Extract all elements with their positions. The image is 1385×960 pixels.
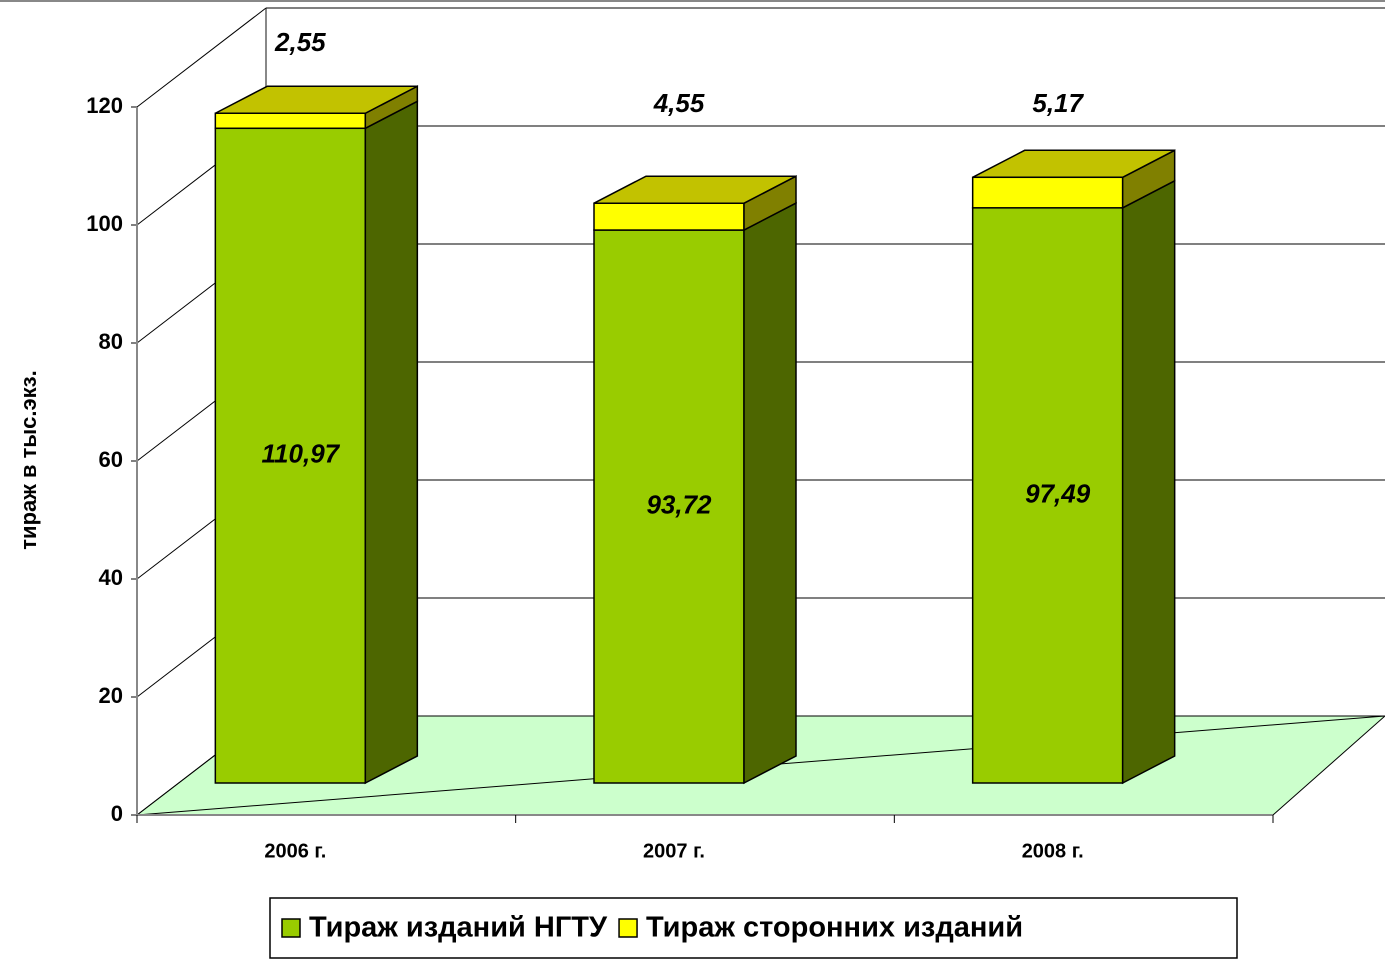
- legend-swatch: [281, 918, 301, 938]
- y-axis-label: тираж в тыс.экз.: [16, 370, 41, 549]
- bar-top: [593, 175, 797, 204]
- y-tick-label: 20: [99, 683, 123, 708]
- y-tick-label: 80: [99, 329, 123, 354]
- legend-label: Тираж сторонних изданий: [646, 912, 1023, 944]
- y-tick-label: 60: [99, 447, 123, 472]
- bar-front: [593, 229, 745, 784]
- data-label: 4,55: [653, 88, 705, 118]
- grid-line: [136, 7, 267, 108]
- data-label: 110,97: [262, 439, 341, 469]
- legend-swatch: [618, 918, 638, 938]
- y-tick-label: 120: [86, 93, 123, 118]
- x-tick-label: 2006 г.: [264, 840, 326, 862]
- bar-front: [214, 112, 367, 130]
- bar-side: [364, 100, 419, 785]
- y-tick-label: 100: [86, 211, 123, 236]
- bar-top: [214, 85, 418, 114]
- data-label: 97,49: [1025, 478, 1091, 508]
- bar-front: [971, 176, 1124, 209]
- data-label: 93,72: [646, 489, 712, 519]
- bar-front: [593, 202, 745, 231]
- bar-side: [1121, 179, 1176, 785]
- legend-box: [269, 897, 1238, 959]
- bar-top: [972, 149, 1176, 179]
- x-tick-label: 2008 г.: [1022, 840, 1084, 862]
- bar-side: [743, 201, 797, 785]
- data-label: 5,17: [1032, 88, 1084, 118]
- bar-front: [971, 207, 1124, 784]
- y-tick-label: 0: [111, 801, 123, 826]
- bar-front: [214, 127, 367, 784]
- legend-label: Тираж изданий НГТУ: [309, 912, 608, 944]
- y-tick-label: 40: [99, 565, 123, 590]
- data-label: 2,55: [274, 27, 326, 57]
- x-tick-label: 2007 г.: [643, 840, 705, 862]
